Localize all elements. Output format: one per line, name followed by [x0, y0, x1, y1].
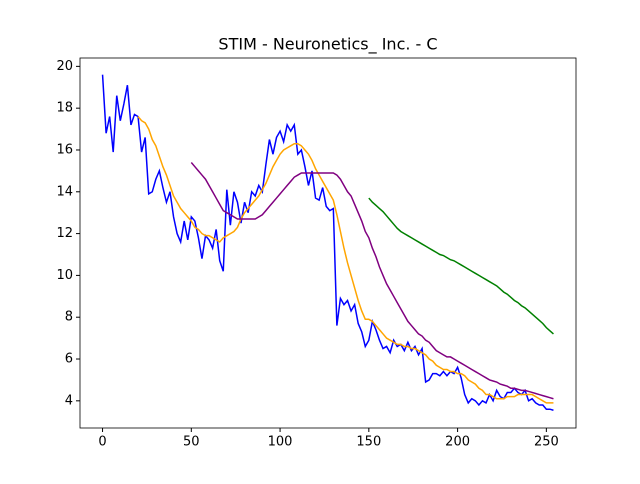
- y-tick-label: 8: [65, 310, 73, 325]
- series-line: [101, 74, 554, 411]
- y-tick-label: 12: [56, 226, 73, 241]
- x-tick-label: 200: [445, 435, 470, 450]
- y-tick-label: 20: [56, 59, 73, 74]
- series-line: [137, 116, 554, 404]
- y-tick-label: 4: [65, 393, 73, 408]
- y-tick-label: 16: [56, 142, 73, 157]
- plot-frame: [79, 57, 577, 429]
- x-tick-label: 150: [356, 435, 381, 450]
- series-line: [190, 162, 554, 400]
- y-tick-label: 14: [56, 184, 73, 199]
- x-tick-label: 0: [98, 435, 106, 450]
- chart-title: STIM - Neuronetics_ Inc. - C: [218, 35, 437, 55]
- x-tick-label: 50: [183, 435, 200, 450]
- y-tick-label: 10: [56, 268, 73, 283]
- x-tick-label: 100: [268, 435, 293, 450]
- x-tick-label: 250: [534, 435, 559, 450]
- series-line: [368, 197, 554, 335]
- y-tick-label: 18: [56, 101, 73, 116]
- y-tick-label: 6: [65, 352, 73, 367]
